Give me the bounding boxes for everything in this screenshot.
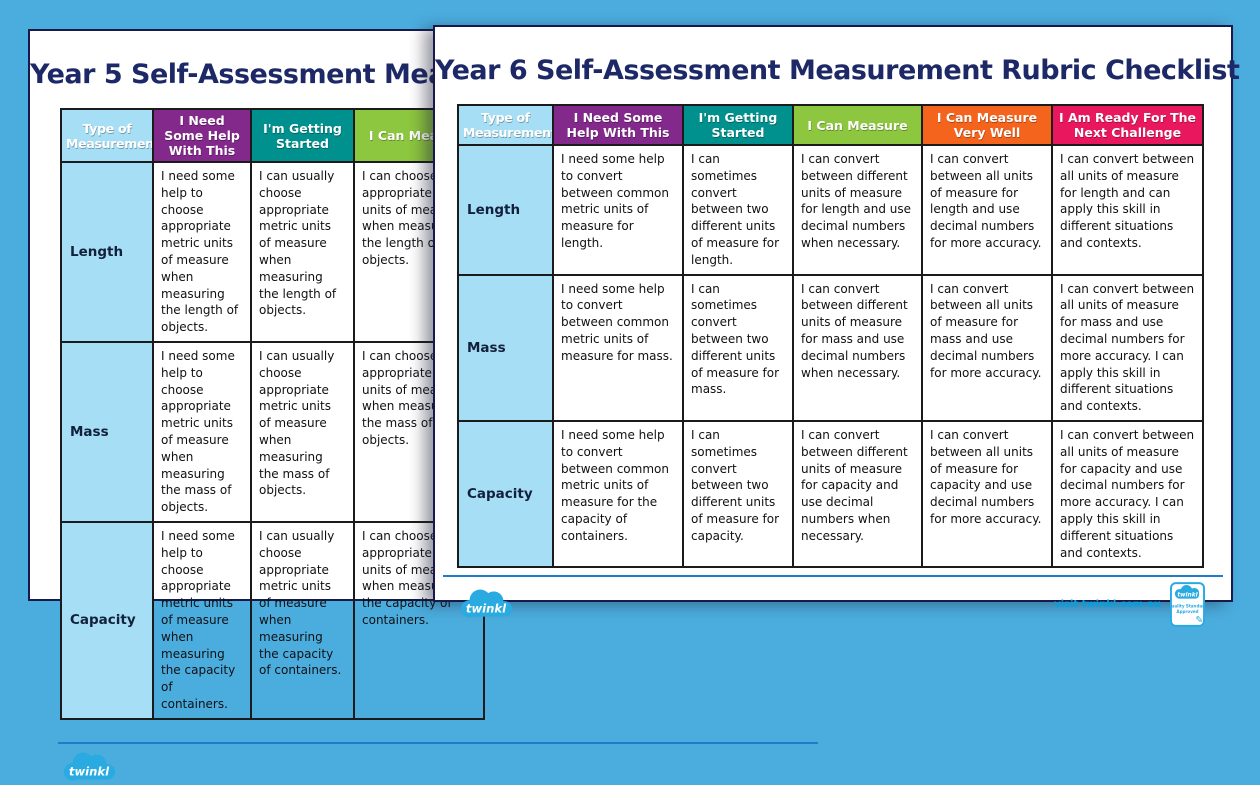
- rubric-cell: I need some help to convert between comm…: [552, 273, 684, 422]
- header-cell-getting-started: I'm Getting Started: [250, 108, 355, 163]
- row-label: Length: [60, 161, 154, 343]
- header-cell-can-measure: I Can Measure: [792, 104, 923, 146]
- rubric-cell: I need some help to choose appropriate m…: [152, 340, 252, 523]
- rubric-cell: I can convert between all units of measu…: [1051, 419, 1204, 569]
- rubric-cell: I need some help to choose appropriate m…: [152, 520, 252, 720]
- header-cell-type: Type of Measurement: [60, 108, 154, 163]
- row-label: Capacity: [457, 419, 554, 569]
- page-title: Year 6 Self-Assessment Measurement Rubri…: [435, 55, 1240, 86]
- rubric-cell: I need some help to convert between comm…: [552, 144, 684, 276]
- rubric-cell: I can usually choose appropriate metric …: [250, 161, 355, 343]
- badge-line2: Approved: [1176, 610, 1198, 615]
- footer-right: visit twinkl.com.au twinkl Quality Stand…: [1054, 582, 1205, 628]
- row-label: Capacity: [60, 520, 154, 720]
- badge-line1: Quality Standard: [1170, 604, 1205, 609]
- table-row: Length I need some help to choose approp…: [60, 161, 485, 343]
- table-row: Length I need some help to convert betwe…: [457, 144, 1204, 276]
- table-header-row: Type of Measurement I Need Some Help Wit…: [60, 108, 485, 163]
- rubric-cell: I need some help to convert between comm…: [552, 419, 684, 569]
- table-row: Capacity I need some help to choose appr…: [60, 520, 485, 720]
- rubric-cell: I can convert between all units of measu…: [921, 419, 1053, 569]
- rubric-cell: I can convert between different units of…: [792, 273, 923, 422]
- quality-standard-badge: twinkl Quality Standard Approved ✎: [1170, 582, 1205, 628]
- rubric-cell: I can sometimes convert between two diff…: [682, 144, 794, 276]
- header-cell-type: Type of Measurement: [457, 104, 554, 146]
- rubric-cell: I need some help to choose appropriate m…: [152, 161, 252, 343]
- table-row: Mass I need some help to choose appropri…: [60, 340, 485, 523]
- worksheet-page-year6: Year 6 Self-Assessment Measurement Rubri…: [433, 25, 1240, 628]
- rubric-cell: I can convert between all units of measu…: [1051, 144, 1204, 276]
- twinkl-logo-icon: twinkl: [63, 752, 116, 781]
- pencil-icon: ✎: [1195, 615, 1203, 626]
- page-footer: twinkl: [30, 744, 826, 785]
- rubric-table: Type of Measurement I Need Some Help Wit…: [457, 104, 1204, 569]
- rubric-cell: I can usually choose appropriate metric …: [250, 340, 355, 523]
- twinkl-logo-text: twinkl: [466, 602, 507, 616]
- header-cell-getting-started: I'm Getting Started: [682, 104, 794, 146]
- canvas: { "colors": { "background": "#4badde", "…: [28, 25, 1240, 781]
- twinkl-logo-icon: twinkl: [460, 589, 513, 618]
- rubric-cell: I can convert between different units of…: [792, 144, 923, 276]
- rubric-cell: I can sometimes convert between two diff…: [682, 419, 794, 569]
- header-cell-need-help: I Need Some Help With This: [152, 108, 252, 163]
- header-cell-measure-very-well: I Can Measure Very Well: [921, 104, 1053, 146]
- table-row: Mass I need some help to convert between…: [457, 273, 1204, 422]
- rubric-cell: I can sometimes convert between two diff…: [682, 273, 794, 422]
- row-label: Length: [457, 144, 554, 276]
- visit-link: visit twinkl.com.au: [1054, 599, 1161, 611]
- header-cell-need-help: I Need Some Help With This: [552, 104, 684, 146]
- rubric-cell: I can convert between all units of measu…: [921, 144, 1053, 276]
- rubric-table: Type of Measurement I Need Some Help Wit…: [60, 108, 485, 720]
- footer-divider: [443, 575, 1223, 578]
- rubric-cell: I can usually choose appropriate metric …: [250, 520, 355, 720]
- twinkl-logo-text: twinkl: [69, 764, 110, 778]
- header-cell-ready-next-challenge: I Am Ready For The Next Challenge: [1051, 104, 1204, 146]
- page-footer: twinkl visit twinkl.com.au twinkl Qualit…: [435, 577, 1231, 628]
- rubric-cell: I can convert between different units of…: [792, 419, 923, 569]
- row-label: Mass: [457, 273, 554, 422]
- table-row: Capacity I need some help to convert bet…: [457, 419, 1204, 569]
- rubric-cell: I can convert between all units of measu…: [921, 273, 1053, 422]
- table-header-row: Type of Measurement I Need Some Help Wit…: [457, 104, 1204, 146]
- badge-logo-text: twinkl: [1177, 593, 1198, 599]
- row-label: Mass: [60, 340, 154, 523]
- rubric-cell: I can convert between all units of measu…: [1051, 273, 1204, 422]
